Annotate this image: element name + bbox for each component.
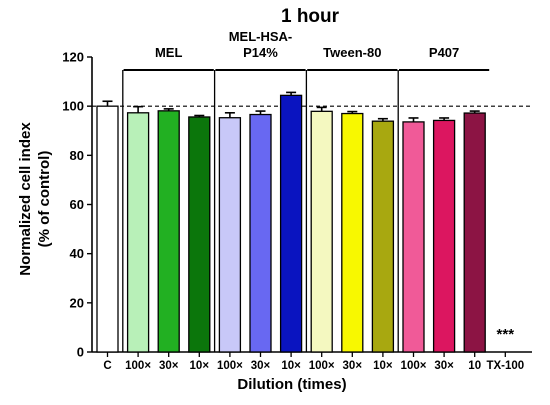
y-axis-title-line-2: (% of control) [36, 151, 53, 248]
bar [463, 112, 486, 353]
y-axis-title: Normalized cell index (% of control) [17, 122, 53, 276]
y-tick-label: 20 [70, 295, 84, 310]
significance-annotation: *** [497, 326, 515, 343]
x-tick-label: 10× [373, 360, 393, 372]
chart-title: 1 hour [281, 6, 340, 27]
bar [126, 112, 150, 353]
plot-area: 0 20 40 60 80 100 120 C 100× 30× 10× 100× 30× 10× 100×… [62, 29, 532, 372]
bar [371, 120, 395, 353]
x-tick-label: 30× [343, 360, 363, 372]
bar [432, 119, 456, 353]
bar [157, 110, 180, 353]
group-label: MEL-HSA- [229, 29, 293, 44]
group-label: Tween-80 [323, 45, 381, 60]
y-axis-title-line-1: Normalized cell index [17, 122, 34, 276]
group-label: P14% [243, 45, 278, 60]
x-tick-label: C [103, 360, 111, 372]
x-tick-label: 30× [251, 360, 271, 372]
x-tick-label: 100× [401, 360, 427, 372]
bar [249, 113, 272, 353]
x-tick-label: 10× [281, 360, 301, 372]
bar [341, 112, 364, 353]
x-tick-label: 100× [309, 360, 335, 372]
y-tick-label: 120 [62, 50, 84, 65]
y-tick-label: 40 [70, 246, 84, 261]
x-tick-label: 100× [217, 360, 243, 372]
bar [188, 116, 211, 353]
x-tick-label: 10 [468, 360, 481, 372]
x-axis-title: Dilution (times) [237, 376, 346, 393]
group-label: MEL [155, 45, 183, 60]
x-tick-label: 10× [190, 360, 210, 372]
y-tick-label: 60 [70, 197, 84, 212]
y-tick-label: 0 [77, 345, 84, 360]
x-tick-label: 30× [159, 360, 179, 372]
bar [402, 121, 425, 353]
bar [96, 105, 119, 353]
y-tick-label: 80 [70, 148, 84, 163]
group-label: P407 [429, 45, 459, 60]
bar [310, 110, 333, 353]
x-tick-label: TX-100 [486, 360, 524, 372]
y-tick-label: 100 [62, 99, 84, 114]
x-tick-label: 30× [434, 360, 454, 372]
bar [218, 117, 242, 353]
x-tick-label: 100× [125, 360, 151, 372]
bar [279, 94, 303, 353]
